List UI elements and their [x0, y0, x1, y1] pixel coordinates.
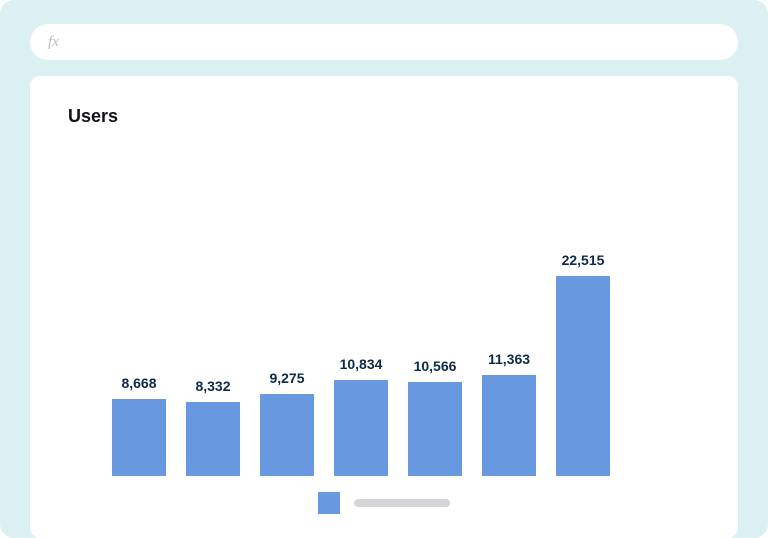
bar [408, 382, 462, 476]
bar-value-label: 11,363 [488, 351, 530, 367]
bar-value-label: 10,834 [340, 356, 383, 372]
bar-value-label: 10,566 [414, 358, 457, 374]
bar-slot: 10,566 [408, 358, 462, 476]
legend-placeholder-line [354, 499, 450, 507]
bar-slot: 11,363 [482, 351, 536, 476]
bar-slot: 8,332 [186, 378, 240, 476]
legend [68, 486, 700, 520]
bar-slot: 9,275 [260, 370, 314, 476]
bar-group: 8,668 8,332 9,275 10,834 10,566 11,363 22,515 [68, 127, 700, 476]
bar-value-label: 8,332 [195, 378, 230, 394]
chart-card: Users 8,668 8,332 9,275 10,834 10,566 11,363 2… [30, 76, 738, 538]
fx-icon: fx [48, 34, 59, 51]
bar [260, 394, 314, 476]
formula-bar[interactable]: fx [30, 24, 738, 60]
bar [186, 402, 240, 476]
stage: fx Users 8,668 8,332 9,275 10,834 10,566 11,3… [0, 0, 768, 538]
bar-slot: 22,515 [556, 252, 610, 476]
bar-slot: 8,668 [112, 375, 166, 476]
card-title: Users [68, 106, 700, 127]
bar [334, 380, 388, 476]
bar [556, 276, 610, 476]
bar [112, 399, 166, 476]
legend-swatch [318, 492, 340, 514]
chart-area: 8,668 8,332 9,275 10,834 10,566 11,363 22,515 [68, 127, 700, 476]
bar-value-label: 9,275 [269, 370, 304, 386]
bar-slot: 10,834 [334, 356, 388, 476]
bar-value-label: 22,515 [562, 252, 605, 268]
bar-value-label: 8,668 [121, 375, 156, 391]
bar [482, 375, 536, 476]
